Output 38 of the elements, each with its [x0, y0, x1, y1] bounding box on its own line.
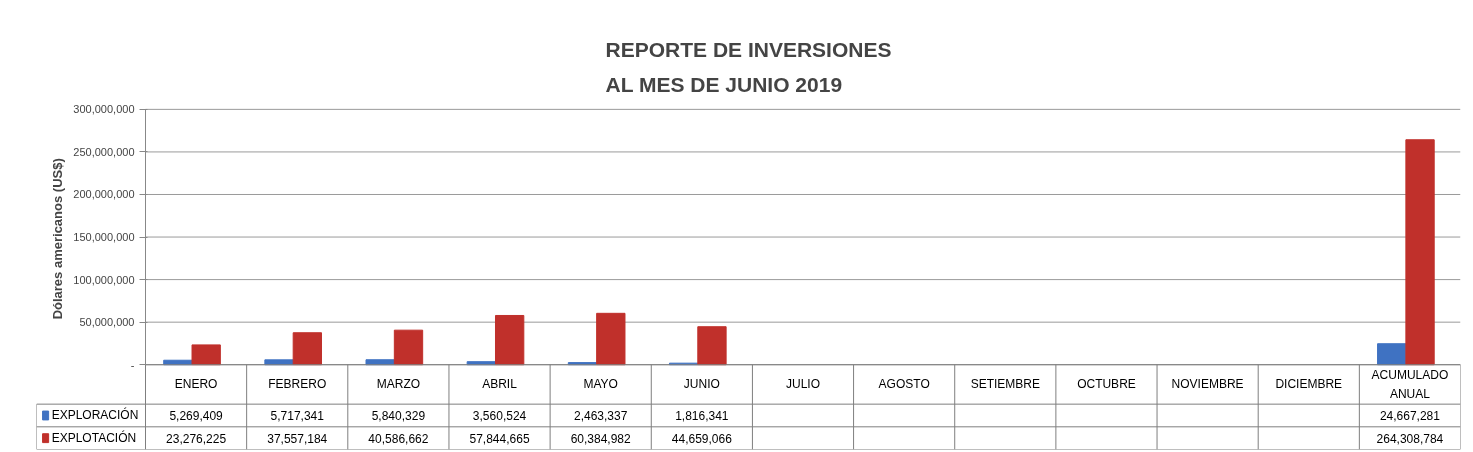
data-label: 37,557,184	[267, 431, 328, 446]
data-label: 5,269,409	[169, 408, 224, 423]
legend-label: EXPLOTACIÓN	[51, 430, 137, 446]
data-label: 5,717,341	[270, 408, 325, 423]
x-tick-label: JUNIO	[683, 377, 720, 392]
data-label: 3,560,524	[472, 408, 527, 423]
y-tick-label: 250,000,000	[73, 145, 135, 158]
data-label: 23,276,225	[166, 431, 227, 446]
data-label: 5,840,329	[371, 408, 426, 423]
y-tick-label: 150,000,000	[73, 231, 135, 244]
x-tick-label: ACUMULADO ANUAL	[1371, 368, 1449, 401]
data-label: 264,308,784	[1376, 431, 1444, 446]
x-tick-label: SETIEMBRE	[970, 377, 1040, 392]
data-label: 24,667,281	[1379, 408, 1441, 423]
x-tick-label: AGOSTO	[878, 377, 930, 392]
data-label: 1,816,341	[675, 408, 729, 423]
y-tick-label: 200,000,000	[73, 188, 135, 201]
x-tick-label: ABRIL	[482, 377, 518, 392]
data-label: 60,384,982	[570, 431, 632, 446]
data-label: 44,659,066	[671, 431, 733, 446]
y-tick-label: 50,000,000	[79, 316, 135, 329]
x-tick-label: MAYO	[583, 377, 618, 392]
legend-label: EXPLORACIÓN	[51, 407, 139, 423]
x-tick-label: JULIO	[786, 377, 821, 392]
y-axis-title: Dólares americanos (US$)	[50, 158, 66, 320]
x-tick-label: FEBRERO	[268, 377, 327, 392]
y-tick-label: -	[130, 358, 135, 371]
data-label: 57,844,665	[469, 431, 530, 446]
chart-title: REPORTE DE INVERSIONES AL MES DE JUNIO 2019	[605, 38, 892, 96]
x-tick-label: ENERO	[174, 377, 218, 392]
x-tick-label: DICIEMBRE	[1275, 377, 1343, 392]
data-label: 2,463,337	[574, 408, 628, 423]
y-tick-label: 300,000,000	[73, 103, 135, 116]
x-tick-label: NOVIEMBRE	[1171, 377, 1244, 392]
y-tick-label: 100,000,000	[73, 273, 135, 286]
x-tick-label: OCTUBRE	[1077, 377, 1136, 392]
x-tick-label: MARZO	[376, 377, 421, 392]
data-label: 40,586,662	[368, 431, 429, 446]
